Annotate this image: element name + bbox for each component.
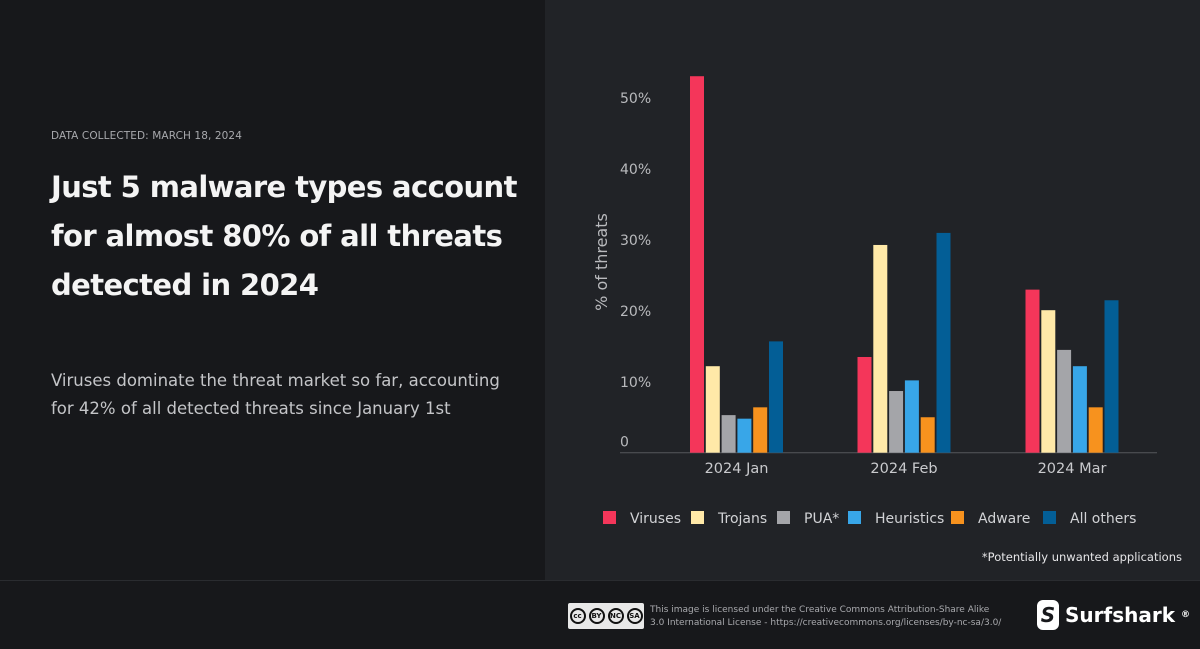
surfshark-logo: S Surfshark ®	[1037, 600, 1190, 630]
chart-panel	[545, 0, 1200, 580]
y-tick-label: 50%	[620, 91, 651, 107]
legend-swatch	[603, 511, 616, 524]
bar-viruses-2	[1025, 289, 1040, 453]
bar-trojans-0	[705, 366, 720, 453]
bar-adware-2	[1088, 407, 1103, 453]
bar-heuristics-2	[1072, 366, 1087, 453]
x-tick-label: 2024 Jan	[705, 461, 769, 477]
bar-adware-1	[920, 417, 935, 453]
bar-all-others-0	[769, 341, 783, 453]
bar-pua-0	[721, 415, 736, 453]
bar-pua-2	[1057, 349, 1072, 453]
cc-icon: cc	[569, 608, 586, 624]
sa-icon: SA	[626, 608, 643, 624]
subheadline: Viruses dominate the threat market so fa…	[51, 371, 500, 418]
y-axis-label: % of threats	[592, 213, 611, 311]
bar-all-others-1	[936, 232, 951, 453]
x-tick-label: 2024 Feb	[870, 461, 937, 477]
creative-commons-badge[interactable]: cc BY NC SA	[568, 603, 644, 629]
registered-mark: ®	[1181, 610, 1191, 620]
bar-viruses-1	[857, 356, 872, 453]
footnote: *Potentially unwanted applications	[981, 550, 1182, 564]
y-tick-label: 0	[620, 435, 629, 451]
license-text: This image is licensed under the Creativ…	[650, 604, 1001, 630]
license-line-1: This image is licensed under the Creativ…	[650, 605, 990, 615]
bar-all-others-2	[1104, 300, 1119, 453]
legend-label: Viruses	[630, 511, 681, 527]
legend-label: Trojans	[717, 511, 767, 527]
bar-trojans-1	[873, 244, 888, 453]
bar-trojans-2	[1041, 310, 1056, 453]
y-tick-label: 40%	[620, 162, 651, 178]
y-tick-label: 30%	[620, 233, 651, 249]
nc-icon: NC	[607, 608, 624, 624]
data-collected-label: DATA COLLECTED: MARCH 18, 2024	[51, 130, 242, 142]
legend-label: All others	[1070, 511, 1136, 527]
headline: Just 5 malware types account for almost …	[51, 170, 517, 302]
x-tick-label: 2024 Mar	[1038, 461, 1107, 477]
bar-chart: 0 10% 20% 30% 40% 50% % of threats 2024 Jan 20…	[592, 76, 1157, 527]
by-icon: BY	[588, 608, 605, 624]
brand-name: Surfshark	[1065, 603, 1176, 627]
legend-swatch	[848, 511, 861, 524]
bar-adware-0	[753, 407, 768, 453]
legend-label: PUA*	[804, 511, 839, 527]
legend-label: Adware	[978, 511, 1030, 527]
legend-label: Heuristics	[875, 511, 944, 527]
y-tick-label: 20%	[620, 304, 651, 320]
license-line-2[interactable]: 3.0 International License - https://crea…	[650, 618, 1002, 628]
bar-heuristics-0	[737, 418, 752, 453]
text-panel: DATA COLLECTED: MARCH 18, 2024 Just 5 ma…	[0, 0, 545, 580]
legend-swatch	[691, 511, 704, 524]
legend-swatch	[1043, 511, 1056, 524]
bar-viruses-0	[690, 76, 704, 453]
surfshark-logo-icon: S	[1037, 600, 1059, 630]
bar-pua-1	[889, 391, 904, 453]
legend-swatch	[777, 511, 790, 524]
bar-heuristics-1	[904, 380, 919, 453]
legend-swatch	[951, 511, 964, 524]
y-tick-label: 10%	[620, 375, 651, 391]
